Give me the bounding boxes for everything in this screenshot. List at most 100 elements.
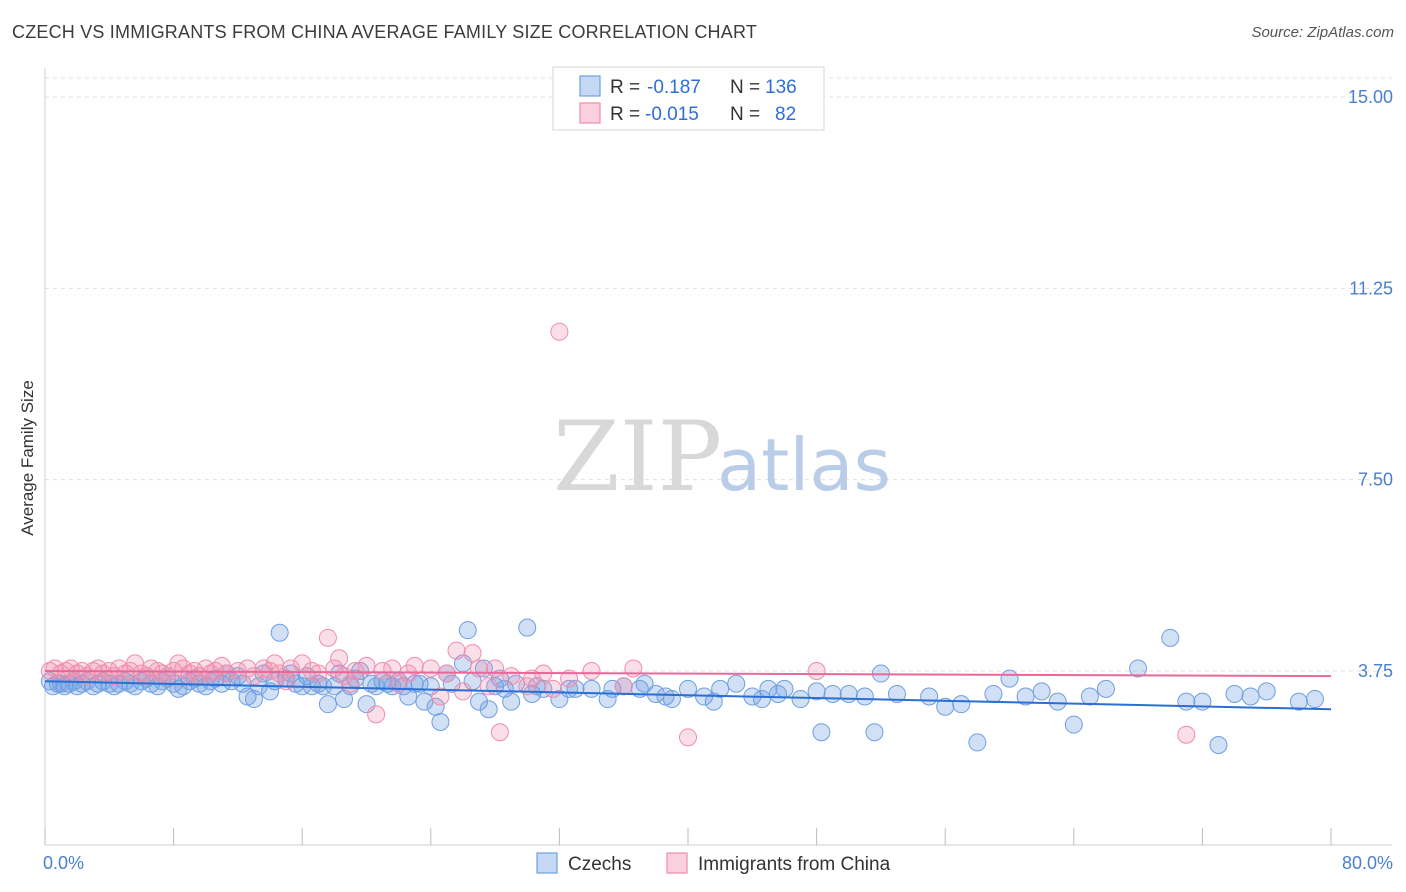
- y-axis-label: Average Family Size: [18, 380, 37, 536]
- china-point: [399, 664, 418, 683]
- czechs-point: [458, 621, 477, 640]
- china-point: [614, 677, 633, 696]
- czechs-point: [727, 674, 746, 693]
- china-point: [330, 649, 349, 668]
- czechs-point: [823, 684, 842, 703]
- china-point: [318, 628, 337, 647]
- top-legend: R = -0.187 N = 136 R = -0.015 N = 82: [552, 66, 825, 131]
- czechs-legend-swatch: [579, 75, 601, 97]
- source-label: Source: ZipAtlas.com: [1251, 24, 1394, 41]
- x-tick-labels: 0.0% 80.0%: [43, 853, 1393, 873]
- china-point: [1177, 725, 1196, 744]
- china-point: [502, 667, 521, 686]
- czechs-point: [662, 690, 681, 709]
- y-tick-label-0: 3.75: [1358, 661, 1393, 681]
- czechs-point: [752, 690, 771, 709]
- china-trend-line: [44, 670, 1332, 678]
- czechs-point: [598, 690, 617, 709]
- y-tick-label-2: 11.25: [1349, 278, 1393, 298]
- czechs-point: [1129, 659, 1148, 678]
- czechs-point: [865, 723, 884, 742]
- china-point: [447, 641, 466, 660]
- czechs-point: [1225, 684, 1244, 703]
- y-tick-labels: 3.75 7.50 11.25 15.00: [1348, 87, 1393, 681]
- china-bottom-swatch: [666, 852, 688, 874]
- china-point: [807, 662, 826, 680]
- czechs-point: [791, 690, 810, 709]
- china-point: [367, 705, 386, 724]
- china-legend-swatch: [579, 102, 601, 124]
- czechs-point: [1289, 692, 1308, 711]
- china-r-value: -0.015: [645, 104, 699, 125]
- czechs-point: [1016, 687, 1035, 706]
- y-tick-label-1: 7.50: [1358, 470, 1393, 490]
- czechs-bottom-swatch: [536, 852, 558, 874]
- czechs-point: [887, 684, 906, 703]
- czechs-point: [502, 692, 521, 711]
- czechs-point: [270, 623, 289, 642]
- czechs-point: [807, 682, 826, 701]
- china-point: [550, 322, 569, 341]
- china-point: [486, 659, 505, 678]
- czechs-point: [318, 695, 337, 714]
- czechs-point: [431, 713, 450, 732]
- watermark-atlas: atlas: [717, 423, 891, 507]
- czechs-point: [812, 723, 831, 742]
- china-point: [431, 687, 450, 706]
- czechs-bottom-label: Czechs: [568, 854, 631, 875]
- czechs-point: [968, 733, 987, 752]
- china-n-value: 82: [775, 104, 796, 125]
- china-point: [357, 656, 376, 675]
- china-point: [479, 677, 498, 696]
- china-point: [490, 723, 509, 742]
- czechs-point: [679, 679, 697, 698]
- chart-title: CZECH VS IMMIGRANTS FROM CHINA AVERAGE F…: [12, 22, 758, 42]
- china-point: [463, 644, 482, 663]
- czechs-r-label: R =: [610, 77, 640, 98]
- czechs-point: [1048, 692, 1067, 711]
- china-point: [217, 664, 236, 683]
- china-bottom-label: Immigrants from China: [698, 854, 891, 875]
- x-tick-label-1: 80.0%: [1342, 853, 1393, 873]
- china-point: [383, 659, 402, 678]
- czechs-point: [405, 674, 424, 693]
- x-tick-label-0: 0.0%: [43, 853, 84, 873]
- china-point: [405, 656, 424, 675]
- china-point: [132, 664, 151, 683]
- czechs-point: [582, 679, 601, 698]
- china-point: [582, 662, 601, 680]
- watermark-zip: ZIP: [553, 401, 722, 513]
- czechs-point: [1209, 735, 1228, 754]
- czechs-point: [410, 674, 429, 693]
- china-point: [421, 659, 440, 678]
- china-point: [679, 728, 697, 747]
- china-point: [309, 664, 328, 683]
- trend-lines: [44, 670, 1332, 711]
- china-n-label: N =: [730, 104, 760, 125]
- china-point: [153, 664, 172, 683]
- czechs-point: [1257, 682, 1276, 701]
- czechs-n-label: N =: [730, 77, 760, 98]
- china-point: [470, 659, 489, 678]
- china-point: [543, 679, 562, 698]
- czechs-point: [855, 687, 874, 706]
- czechs-point: [1177, 692, 1196, 711]
- china-point: [523, 669, 542, 688]
- czechs-point: [920, 687, 939, 706]
- czechs-point: [470, 692, 489, 711]
- china-point: [270, 664, 289, 683]
- czechs-point: [1161, 628, 1180, 647]
- czechs-point: [330, 664, 349, 683]
- czechs-point: [1305, 690, 1324, 709]
- china-point: [89, 659, 108, 678]
- czechs-point: [153, 672, 172, 691]
- czechs-point: [1241, 687, 1260, 706]
- bottom-legend: Czechs Immigrants from China: [536, 852, 891, 875]
- czechs-point: [1064, 715, 1083, 734]
- czechs-point: [479, 700, 498, 719]
- china-point: [346, 662, 365, 680]
- czechs-point: [518, 618, 537, 637]
- czechs-point: [775, 679, 794, 698]
- czechs-n-value: 136: [765, 77, 797, 98]
- czechs-point: [839, 684, 858, 703]
